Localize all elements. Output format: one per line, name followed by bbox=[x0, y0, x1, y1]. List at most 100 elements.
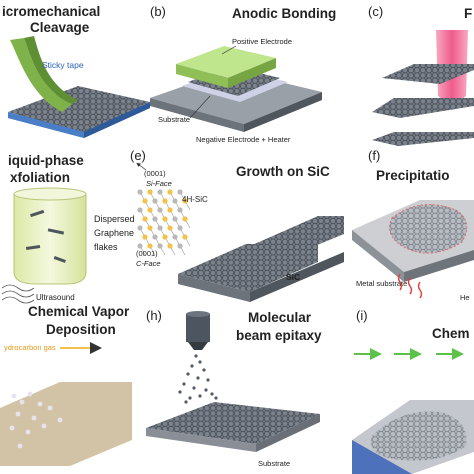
mbe-particle bbox=[178, 390, 182, 394]
cvd-molecule bbox=[37, 401, 43, 407]
sic-atom bbox=[167, 189, 173, 195]
panel-e-sic-side bbox=[178, 274, 250, 302]
panel-d-label-dispersed: Dispersed bbox=[94, 214, 135, 224]
panel-f-heat-wave bbox=[417, 281, 423, 299]
sic-atom bbox=[142, 216, 148, 222]
sic-atom bbox=[142, 198, 148, 204]
sic-atom bbox=[182, 234, 188, 240]
panel-g-molecules bbox=[9, 391, 63, 449]
panel-d-flake bbox=[30, 209, 45, 218]
sic-atom bbox=[157, 243, 163, 249]
cvd-molecule bbox=[27, 391, 33, 397]
sic-atom bbox=[172, 216, 178, 222]
panel-d-flake bbox=[53, 256, 66, 263]
panel-f-metal-side2 bbox=[404, 250, 474, 282]
cvd-molecule bbox=[41, 423, 47, 429]
panel-d: iquid-phase xfoliation Dispersed Graphen… bbox=[1, 153, 135, 304]
mbe-particle bbox=[192, 386, 196, 390]
panel-e-label-0001-top: (0001) bbox=[144, 169, 166, 178]
panel-g: Chemical Vapor Deposition ydrocarbon gas bbox=[0, 304, 132, 466]
sic-atom bbox=[162, 216, 168, 222]
sic-atom bbox=[177, 207, 183, 213]
sic-atom bbox=[172, 234, 178, 240]
sic-atom bbox=[162, 198, 168, 204]
mbe-particle bbox=[188, 396, 192, 400]
panel-d-beaker bbox=[13, 193, 87, 285]
panel-c-layer-2 bbox=[372, 98, 474, 118]
panel-h-grown-layer bbox=[146, 402, 320, 444]
sic-atom bbox=[137, 243, 143, 249]
panel-c: (c) F bbox=[368, 4, 474, 146]
panel-d-label-flakes: flakes bbox=[94, 242, 118, 252]
sic-atom bbox=[182, 216, 188, 222]
panel-f-letter: (f) bbox=[368, 148, 380, 163]
panel-b-title: Anodic Bonding bbox=[232, 6, 336, 21]
panel-c-layer-1 bbox=[382, 64, 474, 84]
panel-i-substrate-edge bbox=[352, 440, 412, 474]
panel-a-substrate-side bbox=[8, 112, 84, 138]
cvd-molecule bbox=[9, 425, 15, 431]
sic-atom bbox=[157, 225, 163, 231]
sic-atom bbox=[182, 198, 188, 204]
mbe-particle bbox=[202, 368, 206, 372]
panel-d-wave bbox=[1, 284, 35, 292]
panel-a-graphene-layer bbox=[8, 86, 150, 132]
panel-e-arrow-up bbox=[136, 162, 147, 171]
panel-c-letter: (c) bbox=[368, 4, 383, 19]
cvd-molecule bbox=[25, 429, 31, 435]
panel-b: (b) Anodic Bonding Positive Electrode Su… bbox=[150, 4, 336, 144]
panel-e-graphene-step-high bbox=[250, 216, 344, 262]
sic-atom bbox=[152, 216, 158, 222]
sic-atom bbox=[147, 207, 153, 213]
panel-d-beaker-rim bbox=[13, 187, 87, 201]
panel-g-substrate bbox=[0, 382, 132, 466]
mbe-particle bbox=[210, 392, 214, 396]
panel-d-wave bbox=[1, 296, 35, 304]
panel-i-letter: (i) bbox=[356, 308, 368, 323]
cvd-molecule bbox=[19, 399, 25, 405]
sic-atom bbox=[167, 243, 173, 249]
panel-e-label-si-face: Si-Face bbox=[146, 179, 172, 188]
panel-b-electrode-side bbox=[176, 64, 228, 88]
panel-f-heat-wave bbox=[397, 273, 403, 291]
sic-atom bbox=[137, 207, 143, 213]
mbe-particle bbox=[198, 360, 202, 364]
panel-i: (i) Chem bbox=[352, 308, 474, 474]
panel-f-title: Precipitatio bbox=[376, 168, 450, 183]
panel-e: (e) Growth on SiC (0001) Si-Face 4H-SiC … bbox=[130, 148, 344, 302]
panel-h-cell-top bbox=[186, 311, 210, 317]
sic-atom bbox=[152, 234, 158, 240]
sic-atom bbox=[157, 207, 163, 213]
panel-d-label-ultrasound: Ultrasound bbox=[36, 293, 75, 302]
sic-atom bbox=[162, 234, 168, 240]
panel-h-effusion-cell bbox=[186, 314, 210, 342]
panel-g-label-gas: ydrocarbon gas bbox=[4, 343, 56, 352]
panel-e-label-4h-sic: 4H-SiC bbox=[182, 195, 208, 204]
panel-d-label-graphene: Graphene bbox=[94, 228, 134, 238]
panel-e-label-0001-bottom: (0001) bbox=[136, 249, 158, 258]
cvd-molecule bbox=[57, 417, 63, 423]
panel-h-title-2: beam epitaxy bbox=[236, 328, 322, 343]
sic-atom bbox=[177, 243, 183, 249]
panel-a-title-1: icromechanical bbox=[2, 4, 100, 19]
sic-atom bbox=[167, 225, 173, 231]
panel-f-label-heat: He bbox=[460, 293, 470, 302]
panel-b-leader-1 bbox=[221, 45, 237, 55]
panel-d-title-2: xfoliation bbox=[10, 170, 70, 185]
sic-atom bbox=[167, 207, 173, 213]
panel-g-title-1: Chemical Vapor bbox=[28, 304, 130, 319]
mbe-particle bbox=[206, 378, 210, 382]
sic-atom bbox=[137, 189, 143, 195]
panel-f-heat-wave bbox=[407, 277, 413, 295]
panel-a: icromechanical Cleavage Sticky tape bbox=[2, 4, 150, 138]
cvd-molecule bbox=[17, 443, 23, 449]
panel-c-layer-3 bbox=[372, 132, 474, 146]
panel-a-title-2: Cleavage bbox=[30, 20, 90, 35]
panel-e-label-sic: SiC bbox=[286, 272, 300, 282]
panel-a-substrate-side2 bbox=[84, 102, 150, 138]
panel-f-metal-side bbox=[352, 230, 404, 282]
panel-e-title: Growth on SiC bbox=[236, 164, 330, 179]
panel-a-sticky-tape bbox=[10, 38, 72, 112]
panel-f-precipitated-graphene bbox=[389, 204, 468, 254]
